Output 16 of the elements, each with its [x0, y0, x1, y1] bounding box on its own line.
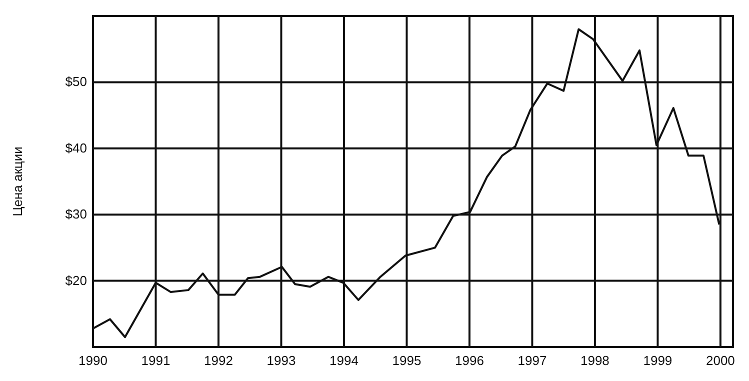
- x-tick-label: 1999: [643, 353, 672, 368]
- x-tick-label: 1998: [580, 353, 610, 368]
- x-tick-label: 1993: [266, 353, 296, 368]
- x-tick-label: 1996: [455, 353, 484, 368]
- x-tick-label: 1997: [518, 353, 547, 368]
- x-tick-label: 1995: [392, 353, 422, 368]
- y-axis-title: Цена акции: [10, 146, 25, 216]
- x-tick-label: 1994: [330, 353, 358, 368]
- y-tick-label: $30: [65, 206, 87, 222]
- x-tick-label: 1990: [78, 353, 108, 368]
- x-tick-label: 2000: [706, 353, 735, 368]
- x-tick-label: 1992: [204, 353, 233, 368]
- y-tick-label: $20: [65, 272, 87, 288]
- x-tick-label: 1991: [141, 353, 170, 368]
- y-tick-label: $40: [65, 140, 87, 156]
- y-tick-label: $50: [65, 74, 87, 90]
